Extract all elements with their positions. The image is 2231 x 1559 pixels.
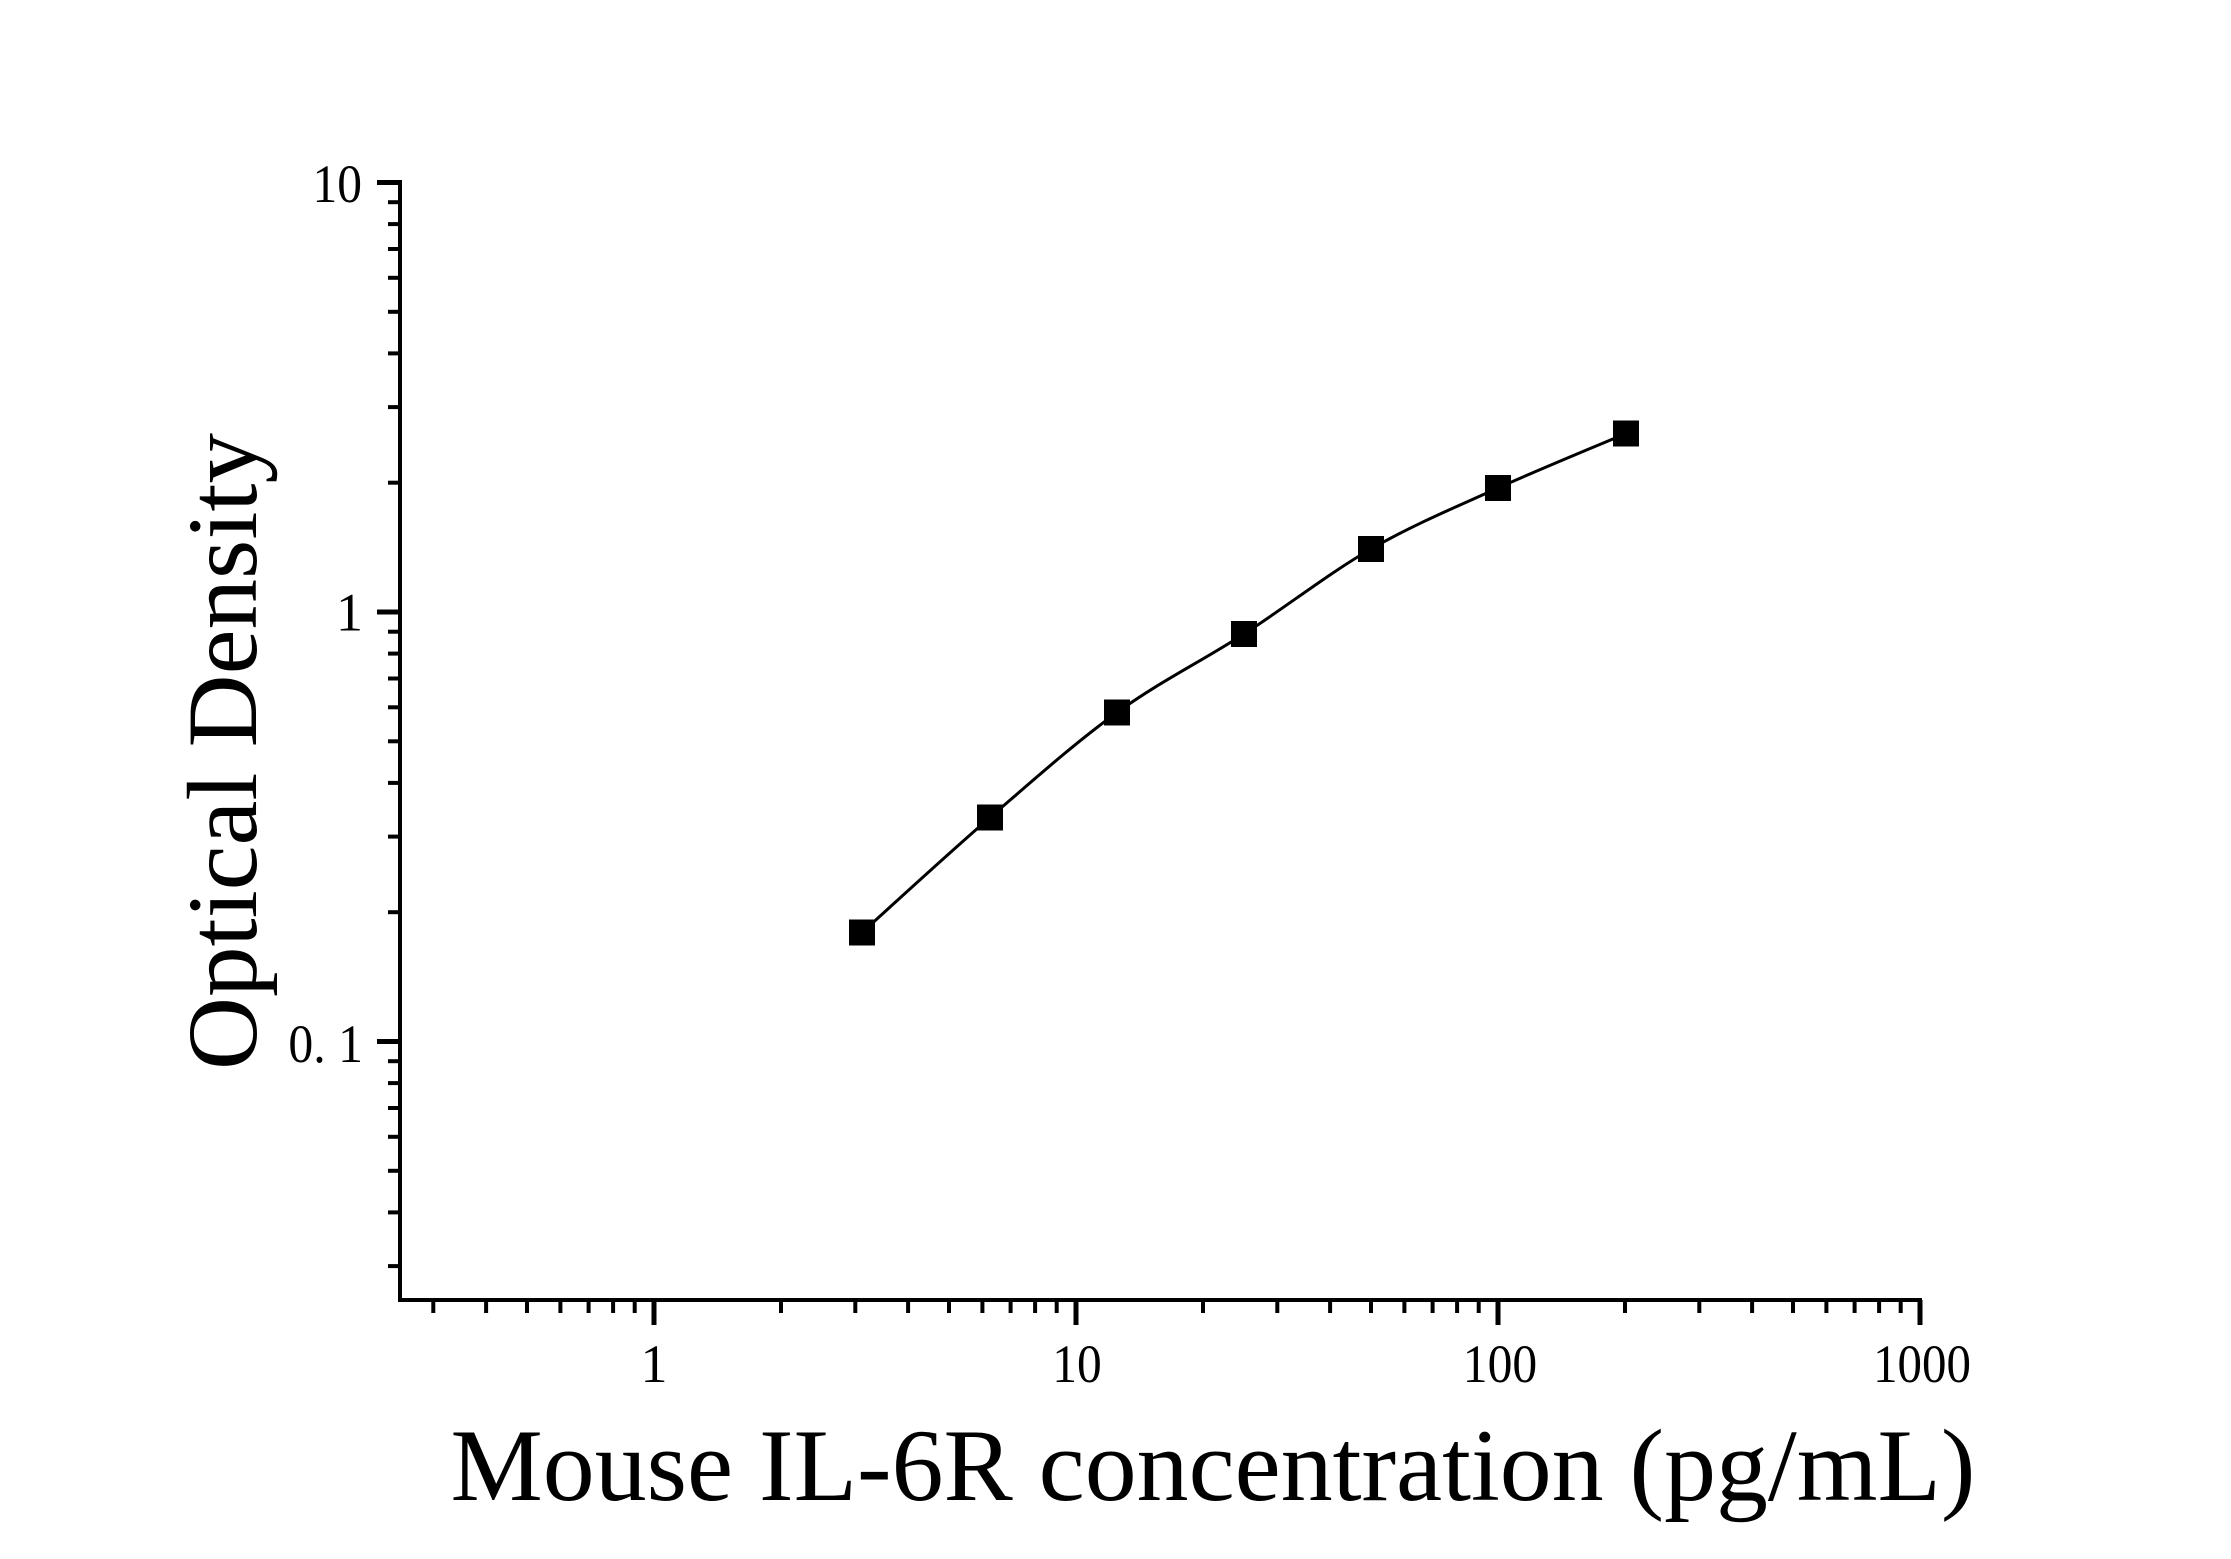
svg-text:1: 1 (336, 583, 363, 643)
svg-text:1000: 1000 (1873, 1334, 1971, 1394)
svg-text:0. 1: 0. 1 (288, 1014, 363, 1074)
svg-text:100: 100 (1463, 1334, 1537, 1394)
svg-text:10: 10 (1052, 1334, 1102, 1394)
svg-text:Mouse IL-6R concentration (pg/: Mouse IL-6R concentration (pg/mL) (451, 1409, 1976, 1523)
svg-text:1: 1 (641, 1334, 668, 1394)
svg-text:10: 10 (313, 154, 363, 214)
svg-text:Optical Density: Optical Density (167, 433, 278, 1070)
